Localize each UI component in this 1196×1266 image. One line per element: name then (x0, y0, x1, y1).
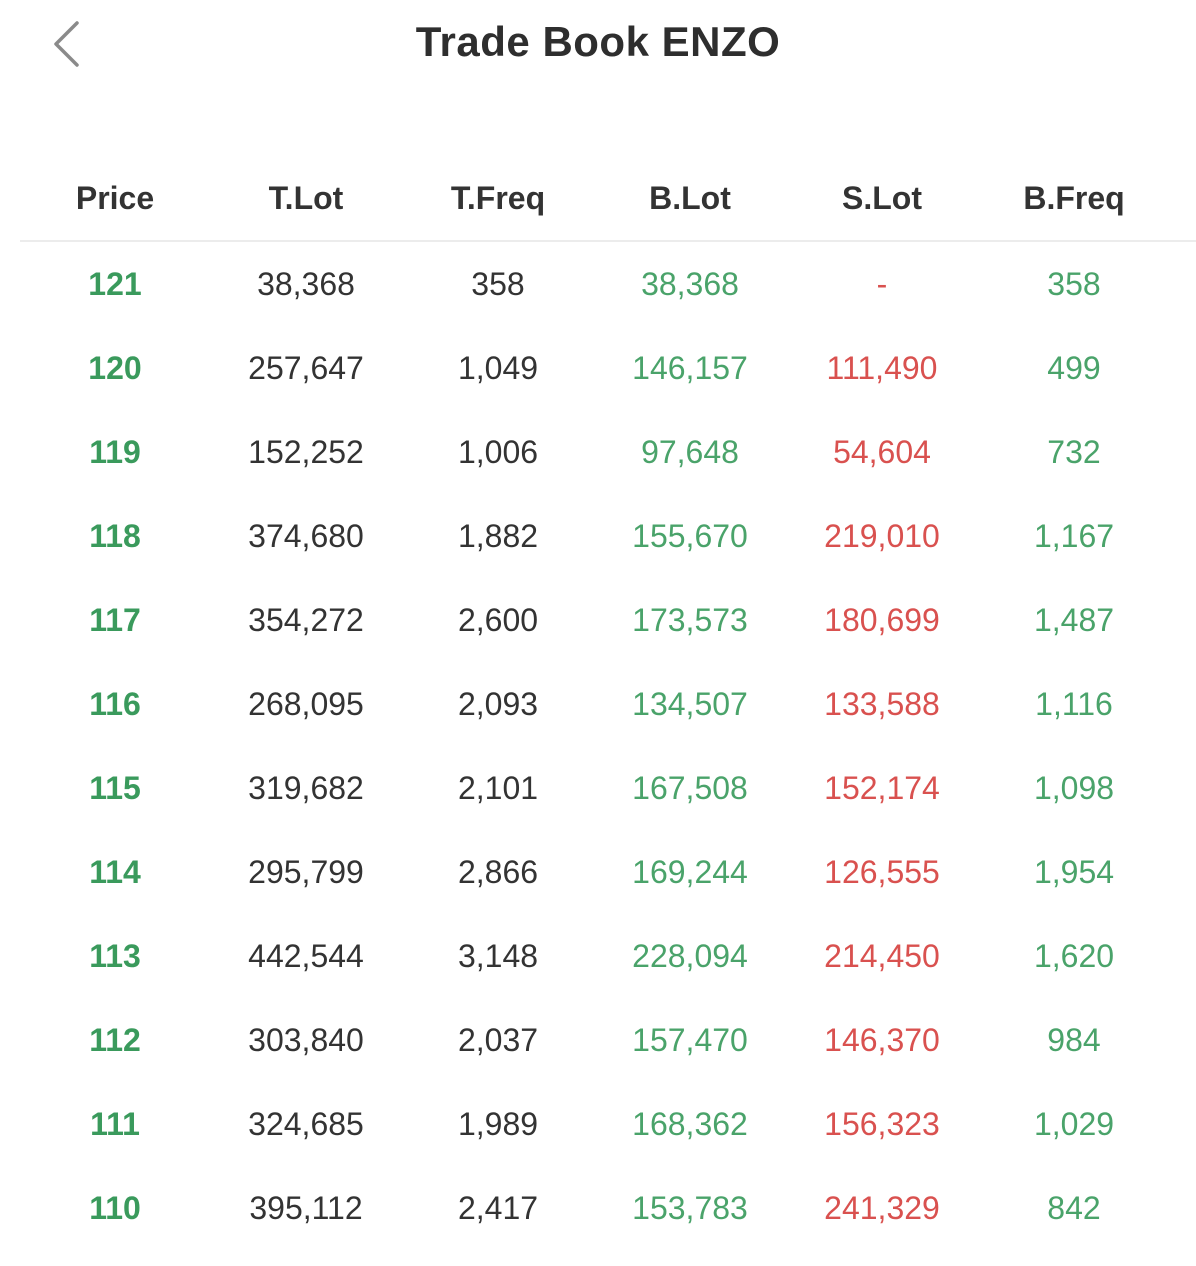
table-row[interactable]: 120 257,647 1,049 146,157 111,490 499 (20, 326, 1196, 410)
cell-t-freq: 2,600 (457, 601, 539, 638)
cell-t-freq: 1,006 (457, 433, 539, 470)
table-row[interactable]: 110 395,112 2,417 153,783 241,329 842 (20, 1166, 1196, 1250)
table-row[interactable]: 119 152,252 1,006 97,648 54,604 732 (20, 410, 1196, 494)
cell-t-lot: 268,095 (248, 685, 364, 722)
chevron-left-icon (54, 21, 79, 67)
cell-t-freq: 2,101 (457, 769, 539, 806)
cell-b-lot: 228,094 (632, 937, 748, 974)
column-header-s-lot[interactable]: S.Lot (842, 179, 922, 216)
cell-b-lot: 153,783 (632, 1189, 748, 1226)
cell-b-freq: 842 (1047, 1189, 1101, 1226)
cell-t-freq: 2,093 (457, 685, 539, 722)
cell-b-freq: 1,116 (1035, 685, 1113, 722)
cell-price: 114 (89, 853, 141, 890)
cell-t-lot: 38,368 (257, 265, 355, 302)
back-button[interactable] (38, 14, 94, 74)
cell-t-freq: 358 (471, 265, 525, 302)
cell-s-lot: 126,555 (824, 853, 940, 890)
page-title: Trade Book ENZO (415, 18, 781, 65)
cell-price: 115 (89, 769, 141, 806)
cell-t-lot: 303,840 (248, 1021, 364, 1058)
table-row[interactable]: 118 374,680 1,882 155,670 219,010 1,167 (20, 494, 1196, 578)
cell-price: 117 (89, 601, 141, 638)
cell-t-lot: 295,799 (248, 853, 364, 890)
table-row[interactable]: 113 442,544 3,148 228,094 214,450 1,620 (20, 914, 1196, 998)
cell-price: 118 (89, 517, 141, 554)
cell-t-lot: 395,112 (249, 1189, 363, 1226)
cell-b-lot: 157,470 (632, 1021, 748, 1058)
cell-price: 116 (89, 685, 141, 722)
table-row[interactable]: 117 354,272 2,600 173,573 180,699 1,487 (20, 578, 1196, 662)
cell-t-freq: 3,148 (457, 937, 539, 974)
cell-t-lot: 152,252 (248, 433, 364, 470)
table-row[interactable]: 116 268,095 2,093 134,507 133,588 1,116 (20, 662, 1196, 746)
cell-price: 121 (88, 265, 142, 302)
cell-b-freq: 1,167 (1033, 517, 1115, 554)
cell-s-lot: 241,329 (824, 1189, 940, 1226)
cell-b-lot: 146,157 (632, 349, 748, 386)
cell-s-lot: 146,370 (824, 1021, 940, 1058)
cell-t-freq: 2,417 (457, 1189, 539, 1226)
cell-t-lot: 354,272 (248, 601, 364, 638)
cell-b-freq: 1,954 (1033, 853, 1115, 890)
table-row[interactable]: 112 303,840 2,037 157,470 146,370 984 (20, 998, 1196, 1082)
cell-price: 111 (90, 1105, 140, 1142)
cell-s-lot: 219,010 (824, 517, 940, 554)
cell-b-freq: 499 (1047, 349, 1101, 386)
cell-b-lot: 167,508 (632, 769, 748, 806)
cell-t-freq: 2,866 (457, 853, 539, 890)
cell-b-lot: 38,368 (641, 265, 739, 302)
cell-t-lot: 442,544 (248, 937, 364, 974)
cell-b-lot: 97,648 (641, 433, 739, 470)
cell-b-lot: 169,244 (632, 853, 748, 890)
cell-t-freq: 1,882 (457, 517, 539, 554)
cell-price: 119 (89, 433, 141, 470)
cell-b-freq: 1,098 (1033, 769, 1115, 806)
column-header-b-freq[interactable]: B.Freq (1023, 179, 1125, 216)
cell-b-lot: 173,573 (632, 601, 748, 638)
cell-price: 112 (89, 1021, 141, 1058)
column-header-price[interactable]: Price (75, 179, 155, 216)
cell-b-freq: 1,487 (1033, 601, 1115, 638)
cell-t-lot: 319,682 (248, 769, 364, 806)
cell-s-lot: 214,450 (824, 937, 940, 974)
cell-b-freq: 732 (1047, 433, 1101, 470)
cell-t-freq: 2,037 (457, 1021, 539, 1058)
trade-book-table: Price T.Lot T.Freq B.Lot S.Lot B.Freq 12… (20, 156, 1196, 1250)
cell-t-lot: 324,685 (248, 1105, 364, 1142)
cell-price: 113 (89, 937, 141, 974)
cell-price: 120 (88, 349, 142, 386)
cell-s-lot: 54,604 (833, 433, 931, 470)
table-row[interactable]: 121 38,368 358 38,368 - 358 (20, 242, 1196, 326)
table-row[interactable]: 114 295,799 2,866 169,244 126,555 1,954 (20, 830, 1196, 914)
column-header-t-freq[interactable]: T.Freq (450, 179, 546, 216)
cell-t-freq: 1,049 (457, 349, 539, 386)
cell-t-lot: 374,680 (248, 517, 364, 554)
cell-b-lot: 155,670 (632, 517, 748, 554)
cell-t-freq: 1,989 (457, 1105, 539, 1142)
cell-t-lot: 257,647 (248, 349, 364, 386)
table-body: 121 38,368 358 38,368 - 358 120 257,647 1,049 146… (20, 242, 1196, 1250)
table-header: Price T.Lot T.Freq B.Lot S.Lot B.Freq (20, 156, 1196, 242)
cell-s-lot: - (876, 265, 888, 302)
column-header-t-lot[interactable]: T.Lot (268, 179, 344, 216)
cell-b-freq: 1,620 (1033, 937, 1115, 974)
cell-s-lot: 180,699 (824, 601, 940, 638)
cell-price: 110 (89, 1189, 141, 1226)
column-header-b-lot[interactable]: B.Lot (649, 179, 731, 216)
cell-b-lot: 168,362 (632, 1105, 748, 1142)
cell-s-lot: 111,490 (826, 349, 938, 386)
cell-s-lot: 152,174 (824, 769, 940, 806)
cell-b-freq: 358 (1047, 265, 1101, 302)
cell-s-lot: 156,323 (824, 1105, 940, 1142)
header-bar: Trade Book ENZO (0, 0, 1196, 100)
cell-b-freq: 984 (1047, 1021, 1101, 1058)
table-row[interactable]: 115 319,682 2,101 167,508 152,174 1,098 (20, 746, 1196, 830)
cell-s-lot: 133,588 (824, 685, 940, 722)
cell-b-lot: 134,507 (632, 685, 748, 722)
table-row[interactable]: 111 324,685 1,989 168,362 156,323 1,029 (20, 1082, 1196, 1166)
cell-b-freq: 1,029 (1033, 1105, 1115, 1142)
